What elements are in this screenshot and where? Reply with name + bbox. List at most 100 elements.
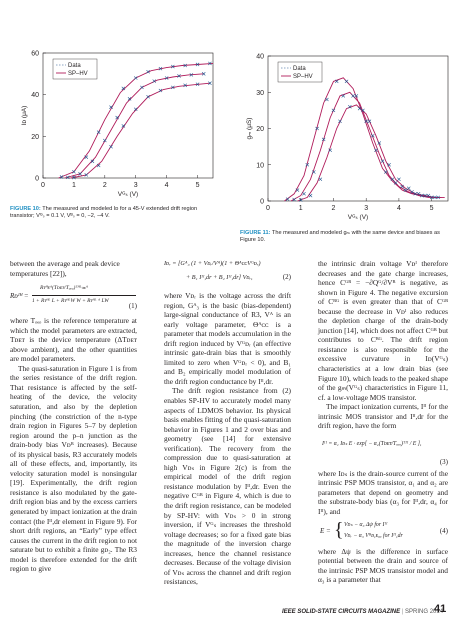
legend-model-label: SP–HV (68, 71, 88, 77)
col3-paragraph-1: the intrinsic drain voltage Vᴅᴵ therefor… (318, 259, 448, 402)
data-point (115, 115, 119, 120)
y-axis-label: gₘ (μS) (246, 118, 253, 140)
y-tick-label: 40 (256, 54, 264, 61)
equation-1-numerator: Rᴛᴴᴇᴬ(Tᴅᴇᴛ/Tₒₑₒ)ᵀᴴᴸᴞᴬ (40, 285, 88, 292)
x-axis-label: Vᴳₛ (V) (348, 214, 368, 221)
col1-paragraph-2: where Tₒₑₒ is the reference temperature … (10, 316, 137, 364)
figure-10-caption-text: The measured and modeled Iᴅ for a 45-V e… (10, 206, 198, 220)
x-tick-label: 0 (266, 205, 270, 212)
y-tick-label: 30 (256, 90, 264, 97)
equation-2-number: (2) (282, 273, 291, 281)
model-curve (284, 77, 442, 202)
data-point (413, 191, 418, 196)
data-point (208, 61, 212, 66)
data-point (315, 126, 319, 131)
data-point (146, 69, 150, 74)
data-point (423, 193, 427, 198)
data-point (364, 119, 368, 124)
data-point (183, 63, 187, 68)
data-point (183, 83, 187, 88)
data-point (390, 177, 395, 182)
text-column-1: between the average and peak device temp… (10, 259, 137, 574)
legend-data-label: Data (293, 66, 306, 72)
x-tick-label: 5 (196, 182, 200, 189)
y-tick-label: 20 (256, 126, 264, 133)
model-curve (64, 73, 204, 179)
data-point (121, 86, 126, 91)
data-point (433, 195, 437, 200)
footer-journal: IEEE SOLID-STATE CIRCUITS MAGAZINE (282, 609, 401, 615)
x-tick-label: 3 (134, 182, 138, 189)
data-point (361, 108, 365, 113)
equation-3-body: Iᴵᴵ = α₁ Iᴅₛ E · exp[ − α₂(Tᴅᴇᴛ/Tₒₑₒ)ᵀᴵᴵ… (322, 440, 422, 447)
col3-paragraph-3: where Iᴅₛ is the drain-source current of… (318, 468, 448, 517)
x-tick-label: 2 (332, 205, 336, 212)
data-point (59, 175, 64, 179)
equation-2-line-2: + B₁ Iᴵᴵ,dr + B₂ Iᴵᴵ,dr] Vᴅᵣ, (186, 274, 253, 281)
data-point (341, 94, 346, 98)
y-tick-label: 10 (256, 162, 264, 169)
data-point (312, 170, 316, 174)
y-tick-label: 60 (31, 51, 39, 58)
data-point (403, 188, 408, 192)
data-point (152, 79, 157, 83)
x-tick-label: 3 (364, 205, 368, 212)
data-point (308, 193, 313, 198)
figure-11-caption-text: The measured and modeled gₘ with the sam… (240, 230, 440, 244)
data-point (416, 191, 421, 196)
model-curve (297, 104, 445, 202)
data-point (331, 108, 336, 113)
data-point (367, 119, 372, 124)
x-tick-label: 5 (430, 205, 434, 212)
data-point (429, 195, 434, 200)
legend-box (52, 58, 98, 80)
data-point (328, 148, 332, 153)
data-point (426, 193, 431, 198)
data-point (195, 82, 200, 87)
data-point (164, 76, 169, 80)
y-tick-label: 0 (260, 199, 264, 206)
page-number: 41 (434, 603, 447, 615)
legend-box (277, 61, 323, 83)
data-point (348, 104, 352, 109)
data-point (377, 141, 382, 145)
equation-3-number: (3) (439, 457, 448, 466)
running-footer: IEEE SOLID-STATE CIRCUITS MAGAZINE | SPR… (282, 609, 443, 615)
data-point (334, 79, 339, 84)
col1-paragraph-3: The quasi-saturation in Figure 1 is from… (10, 363, 137, 574)
data-point (387, 162, 391, 167)
data-point (354, 94, 359, 98)
data-point (384, 170, 388, 174)
col3-paragraph-2: The impact ionization currents, Iᴵᴵ for … (318, 402, 448, 431)
legend-data-label: Data (68, 63, 81, 69)
data-point (90, 159, 95, 164)
x-tick-label: 4 (165, 182, 169, 189)
data-point (121, 124, 126, 128)
figure-11-caption: FIGURE 11: The measured and modeled gₘ w… (240, 230, 450, 245)
x-axis-label: Vᴳₛ (V) (118, 191, 138, 198)
data-point (436, 195, 440, 200)
data-point (195, 62, 200, 67)
data-point (295, 188, 300, 192)
data-point (140, 85, 144, 90)
col2-paragraph-2: The drift region resistance from (2) ena… (164, 386, 291, 587)
data-point (400, 184, 404, 189)
x-tick-label: 1 (72, 182, 76, 189)
equation-4: E = { Vᴅₛ − α₃ Δψ for Iᴵᴵ Vᴅᵣ − α₃ Vᴮᴅ,ᴇ… (320, 518, 448, 541)
equation-2: Iᴅᵣ = [Gᴬ₃ (1 + Vᴅᵣ/Vᴬ)(1 + ΘᴬᴄᴄVᴳᴅᵣ) + … (164, 259, 291, 289)
data-point (84, 173, 89, 177)
legend-model-label: SP–HV (293, 74, 313, 80)
data-point (292, 197, 296, 202)
data-point (370, 133, 375, 138)
y-axis-label: Iᴅ (μA) (21, 106, 28, 126)
x-tick-label: 1 (299, 205, 303, 212)
model-curve (58, 62, 214, 179)
plot-frame (42, 52, 214, 179)
x-tick-label: 4 (397, 205, 401, 212)
data-point (189, 73, 194, 77)
data-point (208, 81, 212, 86)
y-tick-label: 40 (31, 92, 39, 99)
y-tick-label: 20 (31, 134, 39, 141)
equation-1: Rᴅᴵᴴ = Rᴛᴴᴇᴬ(Tᴅᴇᴛ/Tₒₑₒ)ᵀᴴᴸᴞᴬ 1 + Rᴛᴴᴸ L … (10, 284, 137, 312)
data-point (146, 94, 150, 99)
